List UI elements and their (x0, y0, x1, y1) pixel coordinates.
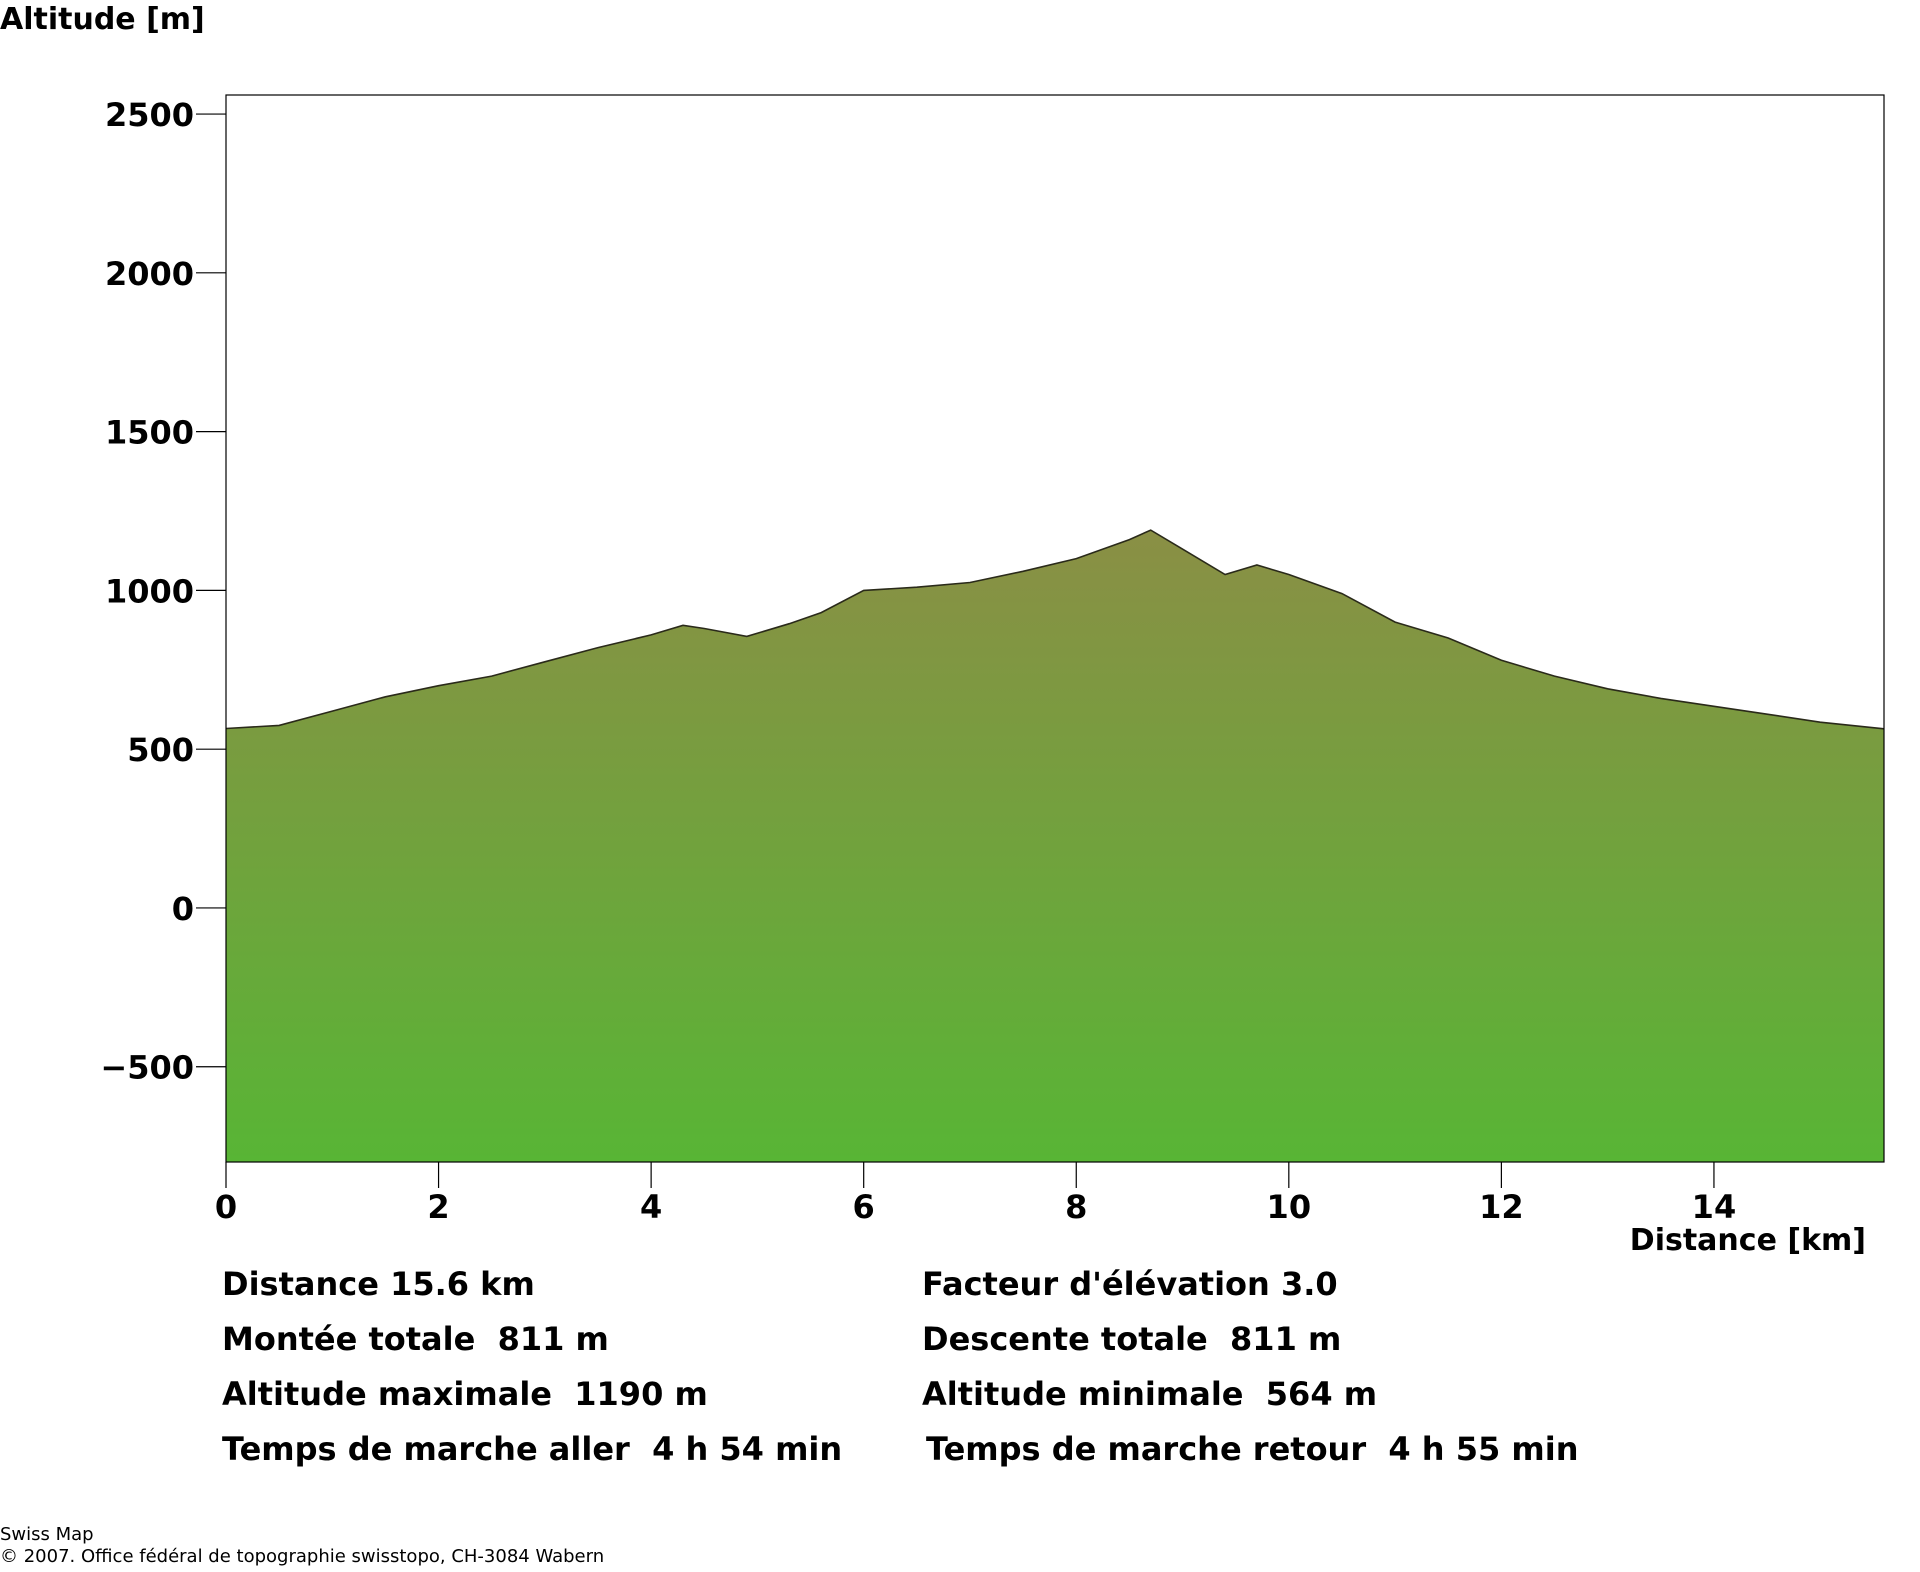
y-tick-label: 2000 (105, 255, 194, 293)
y-tick-label: 500 (127, 731, 194, 769)
terrain-area (226, 530, 1884, 1162)
footer-copyright: © 2007. Office fédéral de topographie sw… (0, 1546, 605, 1567)
stat-total-descent: Descente totale 811 m (922, 1320, 1342, 1358)
y-tick-label: 1000 (105, 572, 194, 610)
axes: −500 0 500 1000 1500 2000 2500 0 2 4 6 8 10 12 14 (100, 94, 1885, 1226)
plot-frame (225, 94, 1885, 1163)
stat-elevation-factor: Facteur d'élévation 3.0 (922, 1265, 1338, 1303)
footer-brand: Swiss Map (0, 1524, 94, 1545)
x-axis-label: Distance [km] (1629, 1223, 1866, 1258)
altitude-profile-line (225, 529, 1885, 730)
stat-total-ascent: Montée totale 811 m (222, 1320, 609, 1358)
x-tick-label: 4 (640, 1188, 662, 1226)
y-tick-label: 0 (172, 890, 194, 928)
stat-time-outbound: Temps de marche aller 4 h 54 min (222, 1430, 843, 1468)
plot-area (225, 529, 1885, 1162)
x-tick-label: 2 (427, 1188, 449, 1226)
stat-distance: Distance 15.6 km (222, 1265, 535, 1303)
x-tick-label: 14 (1692, 1188, 1737, 1226)
x-tick-label: 8 (1065, 1188, 1087, 1226)
stat-time-return: Temps de marche retour 4 h 55 min (926, 1430, 1579, 1468)
y-tick-label: 1500 (105, 414, 194, 452)
y-axis-label: Altitude [m] (0, 2, 205, 37)
x-tick-label: 12 (1479, 1188, 1524, 1226)
stat-max-altitude: Altitude maximale 1190 m (222, 1375, 708, 1413)
x-tick-label: 6 (853, 1188, 875, 1226)
stat-min-altitude: Altitude minimale 564 m (922, 1375, 1378, 1413)
x-tick-label: 10 (1267, 1188, 1312, 1226)
y-tick-label: 2500 (105, 96, 194, 134)
y-tick-label: −500 (100, 1049, 194, 1087)
x-tick-label: 0 (215, 1188, 237, 1226)
